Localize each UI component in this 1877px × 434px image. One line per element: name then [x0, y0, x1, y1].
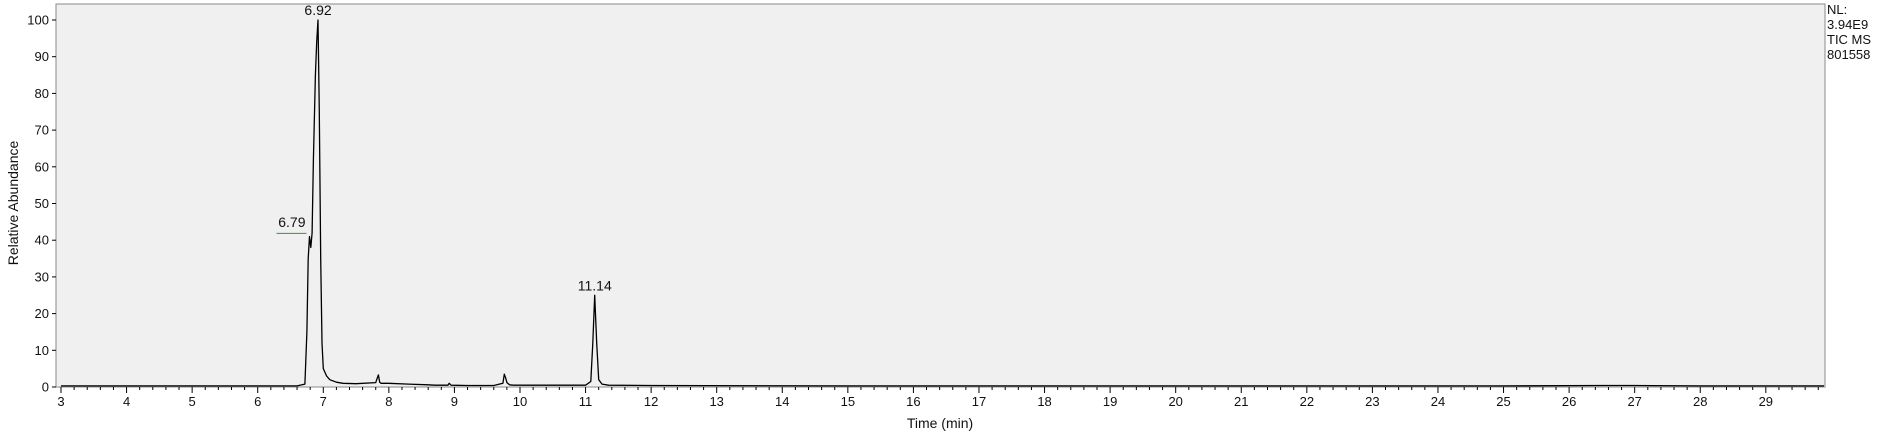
y-axis-ticks: 0 10 20 30 40 50 60 70 80 90 100 [27, 13, 56, 395]
x-tick-label: 17 [972, 394, 986, 409]
x-tick-label: 27 [1627, 394, 1641, 409]
y-tick-label: 20 [35, 306, 49, 321]
y-tick-label: 90 [35, 49, 49, 64]
x-tick-label: 11 [579, 394, 593, 409]
y-tick-label: 30 [35, 269, 49, 284]
y-tick-label: 70 [35, 123, 49, 138]
x-tick-label: 8 [385, 394, 392, 409]
peak-label: 11.14 [578, 277, 612, 293]
x-tick-label: 28 [1693, 394, 1707, 409]
x-tick-label: 25 [1496, 394, 1510, 409]
x-tick-label: 5 [189, 394, 196, 409]
y-tick-label: 100 [27, 13, 49, 28]
x-tick-label: 4 [123, 394, 130, 409]
x-tick-label: 26 [1562, 394, 1576, 409]
x-tick-label: 13 [709, 394, 723, 409]
info-line: 801558 [1827, 47, 1870, 62]
peak-label: 6.92 [304, 2, 331, 18]
x-tick-label: 9 [451, 394, 458, 409]
info-line: 3.94E9 [1827, 17, 1868, 32]
series-line [61, 19, 1824, 387]
x-tick-label: 14 [775, 394, 789, 409]
x-tick-label: 29 [1759, 394, 1773, 409]
x-tick-label: 22 [1300, 394, 1314, 409]
y-tick-label: 40 [35, 233, 49, 248]
info-line: TIC MS [1827, 32, 1871, 47]
x-tick-label: 18 [1037, 394, 1051, 409]
y-tick-label: 50 [35, 196, 49, 211]
x-axis-title: Time (min) [907, 415, 973, 431]
x-tick-label: 21 [1234, 394, 1248, 409]
y-tick-label: 80 [35, 86, 49, 101]
x-tick-label: 23 [1365, 394, 1379, 409]
y-tick-label: 60 [35, 159, 49, 174]
x-tick-label: 10 [513, 394, 527, 409]
x-tick-label: 12 [644, 394, 658, 409]
peak-labels: 6.92 6.79 11.14 [278, 2, 612, 293]
x-axis-ticks: 3 4 5 6 7 8 9 10 11 12 13 14 15 16 17 18 19 20 21 22 23 24 25 2… [57, 387, 1819, 409]
x-tick-label: 19 [1103, 394, 1117, 409]
x-tick-label: 16 [906, 394, 920, 409]
plot-area [55, 3, 1826, 388]
y-tick-label: 10 [35, 343, 49, 358]
x-tick-label: 7 [320, 394, 327, 409]
x-tick-label: 20 [1168, 394, 1182, 409]
x-tick-label: 24 [1431, 394, 1445, 409]
x-tick-label: 3 [57, 394, 64, 409]
y-axis-title: Relative Abundance [5, 141, 21, 266]
info-line: NL: [1827, 2, 1847, 17]
y-tick-label: 0 [42, 380, 49, 395]
x-tick-label: 6 [254, 394, 261, 409]
x-tick-label: 15 [841, 394, 855, 409]
peak-label: 6.79 [278, 214, 305, 230]
